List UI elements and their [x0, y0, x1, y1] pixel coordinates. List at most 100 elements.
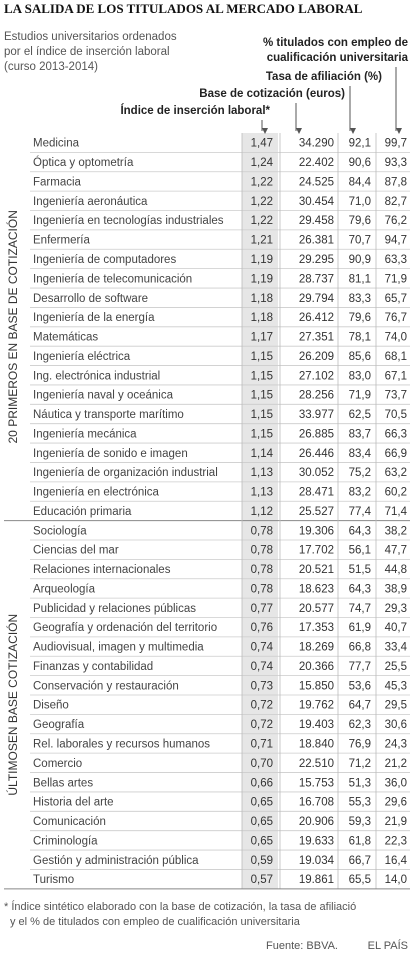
cell-value: 92,1 — [349, 138, 371, 150]
cell-value: 66,3 — [385, 428, 407, 440]
footnote: * Índice sintético elaborado con la base… — [4, 900, 356, 913]
cell-value: 19.861 — [299, 874, 334, 886]
cell-value: 63,3 — [385, 254, 407, 266]
cell-value: 76,9 — [349, 739, 371, 751]
cell-value: 21,2 — [385, 758, 407, 770]
group-label: ÚLTIMOSEN BASE COTIZACIÓN — [5, 614, 20, 796]
cell-value: 71,9 — [385, 273, 407, 285]
cell-value: 1,22 — [251, 176, 273, 188]
cell-value: 20.906 — [299, 816, 334, 828]
cell-value: 19.762 — [299, 700, 334, 712]
cell-value: 64,7 — [349, 700, 371, 712]
cell-value: 1,18 — [251, 312, 273, 324]
row-label: Ciencias del mar — [33, 545, 119, 557]
table: 20 PRIMEROS EN BASE DE COTIZACIÓN Medicin… — [4, 133, 410, 890]
row-label: Ingeniería de la energía — [33, 312, 155, 324]
cell-value: 17.702 — [299, 545, 334, 557]
cell-value: 83,2 — [349, 487, 371, 499]
cell-value: 26.446 — [299, 448, 334, 460]
row-label: Turismo — [33, 874, 74, 886]
cell-value: 64,3 — [349, 525, 371, 537]
row-label: Náutica y transporte marítimo — [33, 409, 184, 421]
cell-value: 28.471 — [299, 487, 334, 499]
cell-value: 84,4 — [349, 176, 372, 188]
row-label: Medicina — [33, 138, 80, 150]
cell-value: 65,5 — [349, 874, 371, 886]
row-label: Ing. electrónica industrial — [33, 370, 160, 382]
row-label: Ingeniería en tecnologías industriales — [33, 215, 224, 227]
column-header: Índice de inserción laboral* — [120, 104, 270, 117]
cell-value: 0,65 — [251, 797, 273, 809]
cell-value: 18.840 — [299, 739, 334, 751]
brand: EL PAÍS — [368, 939, 408, 952]
cell-value: 18.623 — [299, 583, 334, 595]
cell-value: 19.403 — [299, 719, 334, 731]
row-label: Enfermería — [33, 235, 90, 247]
cell-value: 0,70 — [251, 758, 273, 770]
cell-value: 1,15 — [251, 370, 273, 382]
cell-value: 30.454 — [299, 196, 335, 208]
row-label: Finanzas y contabilidad — [33, 661, 153, 673]
cell-value: 26.381 — [299, 235, 334, 247]
cell-value: 1,47 — [251, 138, 273, 150]
row-label: Gestión y administración pública — [33, 855, 199, 867]
row-label: Historia del arte — [33, 797, 114, 809]
cell-value: 77,4 — [349, 506, 372, 518]
cell-value: 25,5 — [385, 661, 407, 673]
row-label: Ingeniería de organización industrial — [33, 467, 218, 479]
cell-value: 51,3 — [349, 777, 371, 789]
cell-value: 1,14 — [251, 448, 274, 460]
cell-value: 75,2 — [349, 467, 371, 479]
row-label: Conservación y restauración — [33, 680, 179, 692]
cell-value: 0,77 — [251, 603, 273, 615]
cell-value: 22.402 — [299, 157, 334, 169]
cell-value: 62,5 — [349, 409, 371, 421]
row-label: Desarrollo de software — [33, 293, 148, 305]
row-label: Farmacia — [33, 176, 82, 188]
cell-value: 82,7 — [385, 196, 407, 208]
cell-value: 1,17 — [251, 332, 273, 344]
cell-value: 44,8 — [385, 564, 407, 576]
cell-value: 29.295 — [299, 254, 334, 266]
cell-value: 83,4 — [349, 448, 372, 460]
cell-value: 74,0 — [385, 332, 407, 344]
cell-value: 28.737 — [299, 273, 334, 285]
row-label: Ingeniería mecánica — [33, 428, 137, 440]
cell-value: 33.977 — [299, 409, 334, 421]
row-label: Óptica y optometría — [33, 156, 134, 169]
row-label: Rel. laborales y recursos humanos — [33, 739, 210, 751]
cell-value: 24.525 — [299, 176, 334, 188]
cell-value: 22,3 — [385, 835, 407, 847]
cell-value: 53,6 — [349, 680, 371, 692]
row-label: Ingeniería de sonido e imagen — [33, 448, 188, 460]
cell-value: 66,7 — [349, 855, 371, 867]
cell-value: 16,4 — [385, 855, 408, 867]
row-label: Ingeniería en electrónica — [33, 487, 160, 499]
cell-value: 14,0 — [385, 874, 407, 886]
cell-value: 26.885 — [299, 428, 334, 440]
cell-value: 1,13 — [251, 487, 273, 499]
cell-value: 0,71 — [251, 739, 273, 751]
cell-value: 1,19 — [251, 273, 273, 285]
cell-value: 73,7 — [385, 390, 407, 402]
cell-value: 56,1 — [349, 545, 371, 557]
cell-value: 22.510 — [299, 758, 334, 770]
cell-value: 81,1 — [349, 273, 371, 285]
cell-value: 1,15 — [251, 351, 273, 363]
cell-value: 19.034 — [299, 855, 335, 867]
cell-value: 19.306 — [299, 525, 334, 537]
row-label: Bellas artes — [33, 777, 93, 789]
cell-value: 0,78 — [251, 564, 273, 576]
cell-value: 1,22 — [251, 215, 273, 227]
title: LA SALIDA DE LOS TITULADOS AL MERCADO LA… — [4, 1, 363, 16]
cell-value: 68,1 — [385, 351, 407, 363]
row-label: Publicidad y relaciones públicas — [33, 603, 196, 615]
cell-value: 0,78 — [251, 583, 273, 595]
cell-value: 20.366 — [299, 661, 334, 673]
cell-value: 76,7 — [385, 312, 407, 324]
row-label: Ingeniería aeronáutica — [33, 196, 148, 208]
cell-value: 0,76 — [251, 622, 273, 634]
cell-value: 59,3 — [349, 816, 371, 828]
row-label: Ingeniería naval y oceánica — [33, 390, 174, 402]
row-label: Ingeniería de telecomunicación — [33, 273, 192, 285]
